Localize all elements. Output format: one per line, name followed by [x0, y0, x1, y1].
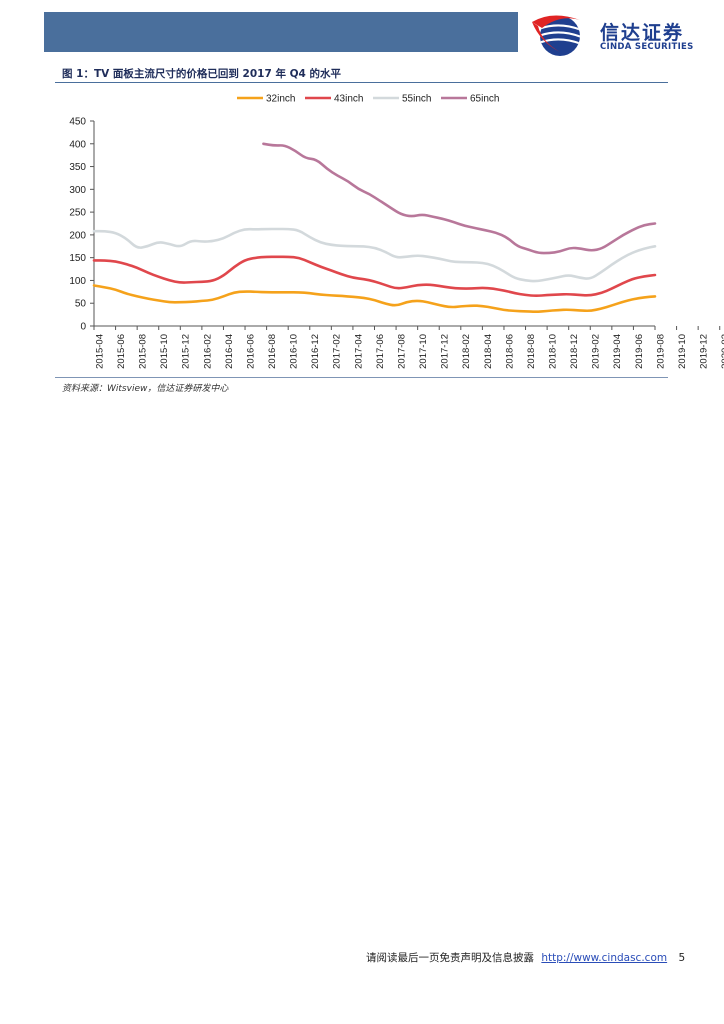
legend-label-65inch: 65inch — [470, 94, 499, 105]
x-tick-label: 2019-06 — [634, 334, 645, 369]
x-tick-label: 2019-12 — [699, 334, 710, 369]
y-tick-label: 250 — [69, 208, 86, 219]
y-tick-label: 100 — [69, 276, 86, 287]
x-tick-label: 2017-10 — [418, 334, 429, 369]
x-tick-label: 2018-12 — [569, 334, 580, 369]
x-tick-label: 2015-12 — [181, 334, 192, 369]
y-tick-label: 300 — [69, 185, 86, 196]
legend-label-55inch: 55inch — [402, 94, 431, 105]
x-tick-label: 2015-06 — [116, 334, 127, 369]
legend-label-43inch: 43inch — [334, 94, 363, 105]
figure-top-rule — [55, 82, 668, 83]
line-chart: 0 50 100 150 200 250 300 350 400 450 2015-04 2015-0… — [69, 94, 724, 369]
footer-website-link[interactable]: http://www.cindasc.com — [541, 952, 668, 964]
x-tick-label: 2018-08 — [526, 334, 537, 369]
cinda-globe-icon — [532, 15, 580, 56]
y-tick-label: 50 — [75, 299, 87, 310]
x-tick-label: 2016-04 — [224, 334, 235, 369]
footer-disclaimer: 请阅读最后一页免责声明及信息披露 — [366, 952, 534, 964]
x-tick-label: 2020-02 — [720, 334, 724, 369]
y-tick-label: 400 — [69, 139, 86, 150]
logo-chinese-name: 信达证券 — [600, 22, 685, 44]
legend-label-32inch: 32inch — [266, 94, 295, 105]
x-tick-label: 2018-02 — [461, 334, 472, 369]
y-tick-label: 0 — [80, 322, 86, 333]
x-tick-label: 2017-08 — [396, 334, 407, 369]
figure-source: 资料来源：Witsview，信达证券研发中心 — [62, 384, 229, 394]
header-bar — [44, 12, 518, 52]
x-tick-label: 2017-12 — [440, 334, 451, 369]
y-tick-label: 150 — [69, 253, 86, 264]
x-tick-label: 2016-06 — [245, 334, 256, 369]
x-tick-label: 2019-02 — [591, 334, 602, 369]
series-line-32inch — [92, 284, 657, 314]
y-tick-label: 200 — [69, 230, 86, 241]
x-tick-label: 2015-10 — [159, 334, 170, 369]
x-tick-label: 2019-08 — [655, 334, 666, 369]
cinda-logo: 信达证券 CINDA SECURITIES — [530, 12, 710, 56]
x-tick-label: 2016-02 — [202, 334, 213, 369]
x-tick-label: 2018-06 — [504, 334, 515, 369]
x-tick-label: 2019-10 — [677, 334, 688, 369]
x-tick-label: 2018-04 — [483, 334, 494, 369]
x-tick-label: 2016-10 — [289, 334, 300, 369]
x-tick-label: 2015-04 — [94, 334, 105, 369]
x-tick-label: 2015-08 — [138, 334, 149, 369]
page-number: 5 — [678, 952, 686, 964]
figure-bottom-rule — [55, 377, 668, 378]
x-tick-label: 2018-10 — [548, 334, 559, 369]
x-tick-label: 2017-02 — [332, 334, 343, 369]
y-tick-label: 350 — [69, 162, 86, 173]
series-line-43inch — [92, 255, 657, 297]
x-tick-label: 2016-12 — [310, 334, 321, 369]
page-footer: 请阅读最后一页免责声明及信息披露 http://www.cindasc.com … — [366, 950, 685, 965]
series-line-65inch — [262, 142, 657, 255]
x-tick-label: 2016-08 — [267, 334, 278, 369]
y-tick-label: 450 — [69, 117, 86, 128]
series-line-55inch — [92, 227, 657, 283]
figure-title: 图 1：TV 面板主流尺寸的价格已回到 2017 年 Q4 的水平 — [62, 68, 341, 80]
logo-english-name: CINDA SECURITIES — [600, 42, 694, 52]
x-tick-label: 2019-04 — [612, 334, 623, 369]
x-tick-label: 2017-06 — [375, 334, 386, 369]
x-tick-label: 2017-04 — [353, 334, 364, 369]
